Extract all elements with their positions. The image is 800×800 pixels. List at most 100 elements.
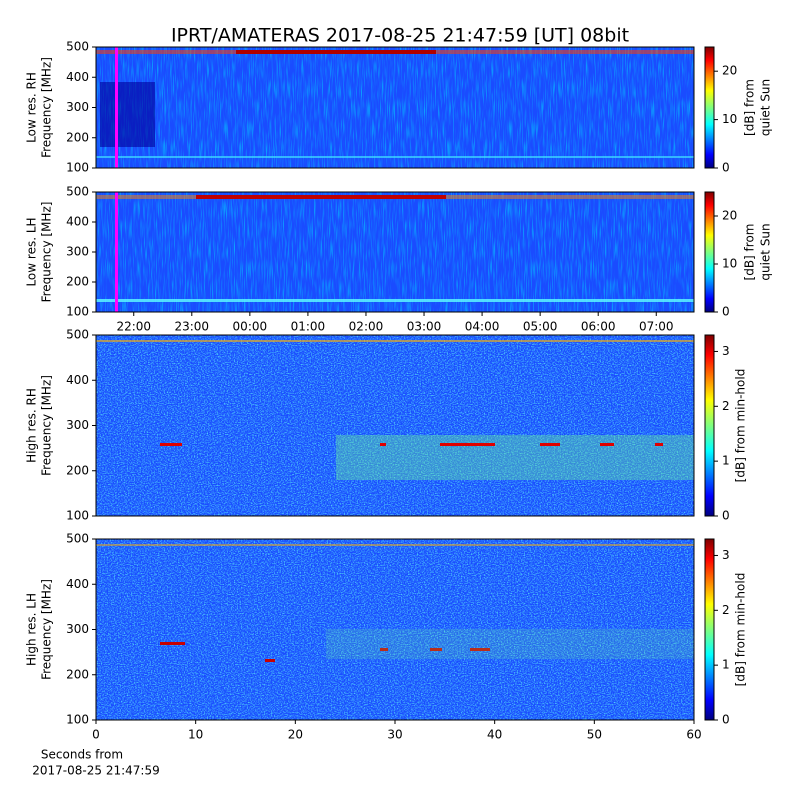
x-tick-label: 0	[92, 728, 100, 742]
colorbar	[704, 538, 715, 721]
colorbar-label: [dB] from min-hold	[734, 573, 748, 687]
x-tick-label: 23:00	[174, 320, 209, 334]
band	[96, 299, 694, 302]
colorbar-tick-label: 0	[722, 305, 730, 319]
x-tick-label: 40	[487, 728, 502, 742]
y-tick-label: 400	[66, 70, 89, 84]
x-tick-label: 22:00	[116, 320, 151, 334]
y-tick-label: 500	[66, 532, 89, 546]
spectrogram-noise	[96, 47, 694, 168]
y-tick-label: 100	[66, 305, 89, 319]
event-line	[115, 47, 118, 168]
y-tick-label: 100	[66, 161, 89, 175]
x-tick-label: 05:00	[523, 320, 558, 334]
y-tick-label: 500	[66, 185, 89, 199]
x-tick-label: 30	[387, 728, 402, 742]
spectrogram-noise	[96, 192, 694, 312]
y-tick-label: 200	[66, 130, 89, 144]
x-tick-label: 50	[587, 728, 602, 742]
y-tick-label: 500	[66, 40, 89, 54]
x-tick-label: 07:00	[639, 320, 674, 334]
y-axis-label: Frequency [MHz]	[40, 375, 54, 476]
y-tick-label: 300	[66, 100, 89, 114]
burst	[160, 642, 185, 645]
y-axis-label: High res. LH	[25, 593, 39, 666]
colorbar-tick-label: 1	[722, 658, 730, 672]
x-tick-label: 60	[686, 728, 701, 742]
colorbar-tick-label: 10	[722, 112, 737, 126]
spectrogram-noise	[96, 335, 694, 516]
y-tick-label: 400	[66, 215, 89, 229]
y-axis-label: High res. RH	[25, 388, 39, 463]
burst	[540, 443, 560, 446]
colorbar	[704, 334, 715, 517]
y-tick-label: 200	[66, 463, 89, 477]
x-axis-label: 2017-08-25 21:47:59	[32, 764, 159, 778]
band	[336, 435, 694, 480]
band	[96, 340, 694, 342]
spectrogram-noise	[96, 539, 694, 720]
colorbar-label: quiet Sun	[759, 79, 773, 136]
y-axis-label: Frequency [MHz]	[40, 579, 54, 680]
colorbar-label: [dB] from	[743, 224, 757, 281]
band	[236, 50, 436, 54]
burst	[380, 648, 388, 651]
burst	[380, 443, 386, 446]
y-tick-label: 200	[66, 275, 89, 289]
colorbar-tick-label: 20	[722, 209, 737, 223]
y-axis-label: Frequency [MHz]	[40, 202, 54, 303]
colorbar-tick-label: 2	[722, 603, 730, 617]
burst	[265, 659, 275, 662]
burst	[655, 443, 663, 446]
band	[196, 195, 446, 199]
colorbar-label: [dB] from min-hold	[734, 369, 748, 483]
y-axis-label: Frequency [MHz]	[40, 57, 54, 158]
y-tick-label: 500	[66, 328, 89, 342]
burst	[160, 443, 182, 446]
colorbar-tick-label: 20	[722, 64, 737, 78]
y-axis-label: Low res. LH	[25, 217, 39, 286]
burst	[600, 443, 614, 446]
burst	[440, 443, 480, 446]
band	[96, 156, 694, 158]
band	[96, 544, 694, 546]
x-tick-label: 01:00	[291, 320, 326, 334]
x-tick-label: 00:00	[233, 320, 268, 334]
y-axis-label: Low res. RH	[25, 72, 39, 143]
colorbar-tick-label: 0	[722, 509, 730, 523]
y-tick-label: 300	[66, 418, 89, 432]
y-tick-label: 300	[66, 245, 89, 259]
x-axis-label: Seconds from	[41, 748, 123, 762]
colorbar-tick-label: 0	[722, 713, 730, 727]
event-line	[115, 192, 118, 312]
colorbar-tick-label: 3	[722, 548, 730, 562]
colorbar-tick-label: 10	[722, 257, 737, 271]
y-tick-label: 100	[66, 509, 89, 523]
burst	[470, 648, 490, 651]
x-tick-label: 10	[188, 728, 203, 742]
colorbar	[704, 191, 715, 313]
x-tick-label: 03:00	[407, 320, 442, 334]
dark-block	[100, 82, 155, 147]
y-tick-label: 100	[66, 713, 89, 727]
chart-title: IPRT/AMATERAS 2017-08-25 21:47:59 [UT] 0…	[171, 25, 629, 47]
colorbar-tick-label: 3	[722, 344, 730, 358]
y-tick-label: 400	[66, 373, 89, 387]
colorbar-tick-label: 2	[722, 399, 730, 413]
x-tick-label: 02:00	[349, 320, 384, 334]
colorbar-tick-label: 0	[722, 161, 730, 175]
colorbar-tick-label: 1	[722, 454, 730, 468]
x-tick-label: 20	[288, 728, 303, 742]
burst	[480, 443, 495, 446]
colorbar	[704, 46, 715, 169]
y-tick-label: 200	[66, 667, 89, 681]
burst	[430, 648, 442, 651]
y-tick-label: 300	[66, 622, 89, 636]
y-tick-label: 400	[66, 577, 89, 591]
x-tick-label: 04:00	[465, 320, 500, 334]
band	[326, 629, 694, 659]
x-tick-label: 06:00	[581, 320, 616, 334]
colorbar-label: quiet Sun	[759, 223, 773, 280]
